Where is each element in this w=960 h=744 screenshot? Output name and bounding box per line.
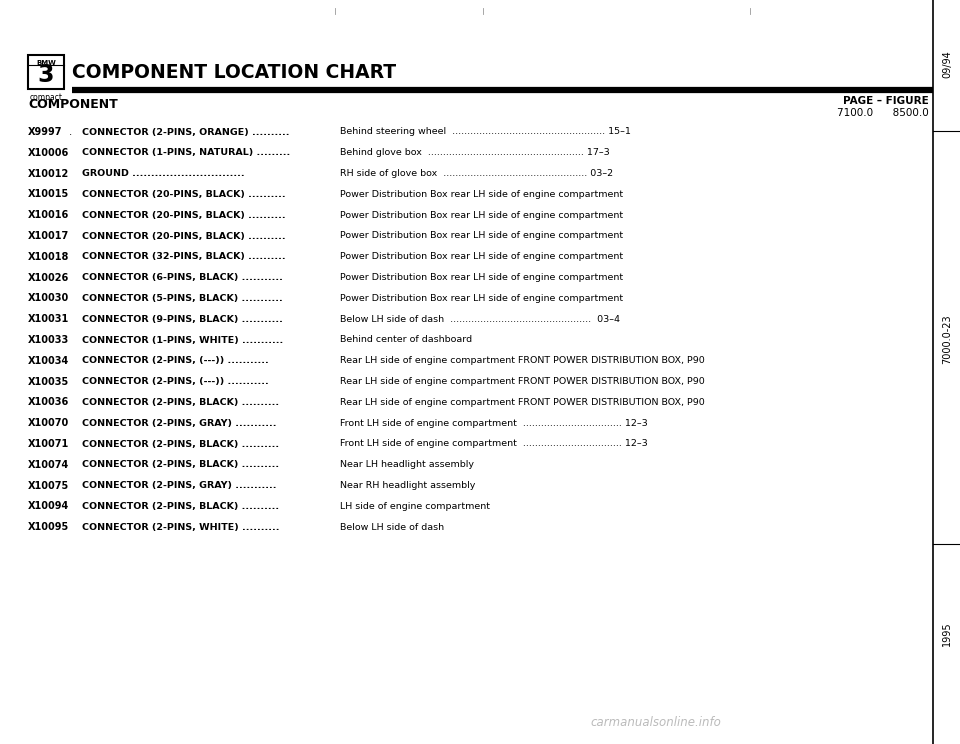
Text: Behind steering wheel  ................................................... 15–1: Behind steering wheel ..................… (340, 127, 631, 136)
Text: Rear LH side of engine compartment FRONT POWER DISTRIBUTION BOX, P90: Rear LH side of engine compartment FRONT… (340, 398, 705, 407)
Text: Power Distribution Box rear LH side of engine compartment: Power Distribution Box rear LH side of e… (340, 273, 623, 282)
Text: Behind center of dashboard: Behind center of dashboard (340, 336, 472, 344)
Bar (28, 55, 64, 89)
Text: X10026: X10026 (28, 272, 69, 283)
Text: X10070: X10070 (28, 418, 69, 429)
Text: 7000.0-23: 7000.0-23 (942, 314, 952, 364)
Text: Near LH headlight assembly: Near LH headlight assembly (340, 461, 474, 469)
Text: X10018: X10018 (28, 251, 69, 262)
Text: X10033: X10033 (28, 335, 69, 345)
Text: compact: compact (30, 93, 62, 102)
Text: CONNECTOR (32-PINS, BLACK) ..........: CONNECTOR (32-PINS, BLACK) .......... (82, 252, 286, 261)
Text: CONNECTOR (2-PINS, (---)) ...........: CONNECTOR (2-PINS, (---)) ........... (82, 356, 269, 365)
Text: CONNECTOR (20-PINS, BLACK) ..........: CONNECTOR (20-PINS, BLACK) .......... (82, 211, 286, 219)
Text: CONNECTOR (2-PINS, BLACK) ..........: CONNECTOR (2-PINS, BLACK) .......... (82, 502, 279, 511)
Text: Power Distribution Box rear LH side of engine compartment: Power Distribution Box rear LH side of e… (340, 294, 623, 303)
Text: X10031: X10031 (28, 314, 69, 324)
Text: CONNECTOR (6-PINS, BLACK) ...........: CONNECTOR (6-PINS, BLACK) ........... (82, 273, 283, 282)
Text: CONNECTOR (2-PINS, WHITE) ..........: CONNECTOR (2-PINS, WHITE) .......... (82, 523, 279, 532)
Text: CONNECTOR (2-PINS, BLACK) ..........: CONNECTOR (2-PINS, BLACK) .......... (82, 440, 279, 449)
Text: COMPONENT LOCATION CHART: COMPONENT LOCATION CHART (72, 62, 396, 82)
Text: Front LH side of engine compartment  ................................. 12–3: Front LH side of engine compartment ....… (340, 419, 648, 428)
Text: 09/94: 09/94 (942, 50, 952, 78)
Text: GROUND ..............................: GROUND .............................. (82, 169, 245, 178)
Text: X10075: X10075 (28, 481, 69, 490)
Text: CONNECTOR (2-PINS, ORANGE) ..........: CONNECTOR (2-PINS, ORANGE) .......... (82, 127, 290, 136)
Text: Below LH side of dash  ...............................................  03–4: Below LH side of dash ..................… (340, 315, 620, 324)
Text: Near RH headlight assembly: Near RH headlight assembly (340, 481, 475, 490)
Text: CONNECTOR (5-PINS, BLACK) ...........: CONNECTOR (5-PINS, BLACK) ........... (82, 294, 283, 303)
Text: PAGE – FIGURE: PAGE – FIGURE (843, 96, 929, 106)
Text: 3: 3 (37, 63, 55, 87)
Text: 7100.0      8500.0: 7100.0 8500.0 (837, 108, 929, 118)
Text: CONNECTOR (9-PINS, BLACK) ...........: CONNECTOR (9-PINS, BLACK) ........... (82, 315, 283, 324)
Text: CONNECTOR (1-PINS, WHITE) ...........: CONNECTOR (1-PINS, WHITE) ........... (82, 336, 283, 344)
Text: CONNECTOR (2-PINS, (---)) ...........: CONNECTOR (2-PINS, (---)) ........... (82, 377, 269, 386)
Text: X10012: X10012 (28, 169, 69, 179)
Text: CONNECTOR (2-PINS, BLACK) ..........: CONNECTOR (2-PINS, BLACK) .......... (82, 461, 279, 469)
Text: Rear LH side of engine compartment FRONT POWER DISTRIBUTION BOX, P90: Rear LH side of engine compartment FRONT… (340, 356, 705, 365)
Text: X10095: X10095 (28, 522, 69, 532)
Text: 1995: 1995 (942, 622, 952, 647)
Text: X10036: X10036 (28, 397, 69, 408)
Text: CONNECTOR (1-PINS, NATURAL) .........: CONNECTOR (1-PINS, NATURAL) ......... (82, 148, 290, 157)
Text: X10074: X10074 (28, 460, 69, 469)
Text: Power Distribution Box rear LH side of engine compartment: Power Distribution Box rear LH side of e… (340, 190, 623, 199)
Text: COMPONENT: COMPONENT (28, 97, 118, 111)
Text: BMW: BMW (36, 60, 56, 66)
Text: X10015: X10015 (28, 190, 69, 199)
Text: Behind glove box  .................................................... 17–3: Behind glove box .......................… (340, 148, 610, 157)
Text: Power Distribution Box rear LH side of engine compartment: Power Distribution Box rear LH side of e… (340, 252, 623, 261)
Text: CONNECTOR (2-PINS, GRAY) ...........: CONNECTOR (2-PINS, GRAY) ........... (82, 419, 276, 428)
Text: CONNECTOR (2-PINS, BLACK) ..........: CONNECTOR (2-PINS, BLACK) .......... (82, 398, 279, 407)
Text: Rear LH side of engine compartment FRONT POWER DISTRIBUTION BOX, P90: Rear LH side of engine compartment FRONT… (340, 377, 705, 386)
Text: X10017: X10017 (28, 231, 69, 241)
Text: Power Distribution Box rear LH side of engine compartment: Power Distribution Box rear LH side of e… (340, 211, 623, 219)
Text: X10094: X10094 (28, 501, 69, 511)
Text: Power Distribution Box rear LH side of engine compartment: Power Distribution Box rear LH side of e… (340, 231, 623, 240)
Text: X10006: X10006 (28, 148, 69, 158)
Text: .: . (66, 127, 72, 137)
Text: X10030: X10030 (28, 293, 69, 304)
Text: X9997: X9997 (28, 127, 62, 137)
Text: Below LH side of dash: Below LH side of dash (340, 523, 444, 532)
Text: X10071: X10071 (28, 439, 69, 449)
Text: X10016: X10016 (28, 211, 69, 220)
Text: CONNECTOR (20-PINS, BLACK) ..........: CONNECTOR (20-PINS, BLACK) .......... (82, 190, 286, 199)
Text: CONNECTOR (2-PINS, GRAY) ...........: CONNECTOR (2-PINS, GRAY) ........... (82, 481, 276, 490)
Text: carmanualsonline.info: carmanualsonline.info (590, 716, 721, 728)
Text: CONNECTOR (20-PINS, BLACK) ..........: CONNECTOR (20-PINS, BLACK) .......... (82, 231, 286, 240)
Text: X10034: X10034 (28, 356, 69, 366)
Text: LH side of engine compartment: LH side of engine compartment (340, 502, 490, 511)
Text: X10035: X10035 (28, 376, 69, 387)
Text: Front LH side of engine compartment  ................................. 12–3: Front LH side of engine compartment ....… (340, 440, 648, 449)
Text: RH side of glove box  ................................................ 03–2: RH side of glove box ...................… (340, 169, 613, 178)
